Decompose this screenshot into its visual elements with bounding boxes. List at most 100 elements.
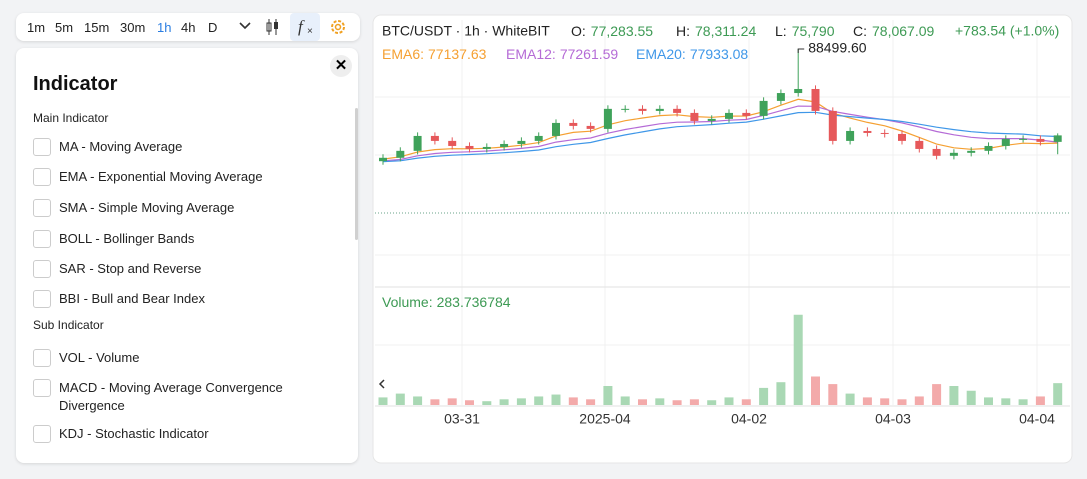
indicator-panel: Indicator ✕ Main Indicator MA - Moving Av…: [16, 48, 358, 463]
interval[interactable]: D: [208, 20, 218, 35]
interval[interactable]: 15m: [84, 20, 110, 35]
ohlc-value: 75,790: [792, 23, 835, 39]
volume-bar: [499, 399, 509, 405]
volume-bar: [793, 314, 803, 405]
indicator-option[interactable]: BOLL - Bollinger Bands: [33, 230, 349, 248]
interval[interactable]: 4h: [181, 20, 196, 35]
settings[interactable]: [328, 17, 348, 40]
candle-body: [742, 112, 751, 116]
close-button[interactable]: ✕: [330, 55, 352, 77]
ohlc-header: O: 77,283.55 H: 78,311.24 L: 75,790 C: 78,067.0…: [571, 23, 934, 39]
volume-bar: [811, 376, 820, 405]
candle-body: [880, 132, 889, 134]
x-tick-label: 2025-04: [579, 411, 631, 427]
checkbox[interactable]: [33, 230, 51, 248]
scroll-left[interactable]: [378, 379, 385, 389]
indicator-option[interactable]: KDJ - Stochastic Indicator: [33, 425, 349, 443]
ohlc-label: H:: [676, 23, 690, 39]
candle-body: [863, 130, 872, 133]
volume-bar: [551, 394, 561, 405]
volume-bar: [482, 401, 492, 405]
indicator-option[interactable]: BBI - Bull and Bear Index: [33, 290, 349, 308]
section-heading: Sub Indicator: [33, 318, 104, 332]
candle-body: [707, 118, 716, 121]
max-label: 88499.60: [808, 40, 867, 56]
legend-value: 77261.59: [560, 46, 619, 62]
chart-title: BTC/USDT · 1h · WhiteBIT: [382, 23, 550, 39]
volume-bar: [516, 398, 526, 405]
volume-bar: [447, 398, 457, 405]
candle-body: [655, 108, 664, 111]
candle-body: [846, 130, 855, 141]
legend-value: 283.736784: [437, 294, 511, 310]
volume-bar: [672, 400, 682, 405]
legend-value: 77137.63: [428, 46, 487, 62]
x-tick-label: 04-02: [731, 411, 767, 427]
volume-bar: [395, 393, 405, 405]
volume-bar: [776, 382, 786, 405]
checkbox[interactable]: [33, 349, 51, 367]
volume-bar: [689, 399, 699, 405]
indicator-button[interactable]: f ×: [290, 13, 320, 41]
option-label: EMA - Exponential Moving Average: [59, 169, 263, 184]
indicator-option[interactable]: MACD - Moving Average Convergence Diverg…: [33, 379, 349, 415]
interval[interactable]: 30m: [120, 20, 146, 35]
indicator-option[interactable]: EMA - Exponential Moving Average: [33, 168, 349, 186]
ohlc-value: 77,283.55: [591, 23, 653, 39]
candle-body: [621, 108, 630, 110]
interval[interactable]: 5m: [55, 20, 74, 35]
candle-body: [603, 108, 612, 129]
volume-bar: [984, 397, 993, 405]
candle-type[interactable]: [265, 17, 281, 40]
volume-bar: [966, 390, 976, 405]
x-tick-label: 03-31: [444, 411, 480, 427]
interval[interactable]: 1h: [157, 20, 172, 35]
candle-body: [759, 100, 768, 116]
more-intervals[interactable]: [238, 17, 252, 38]
indicator-option[interactable]: VOL - Volume: [33, 349, 349, 367]
candle-body: [413, 135, 422, 151]
checkbox[interactable]: [33, 379, 51, 397]
candle-body: [552, 122, 560, 136]
interval[interactable]: 1m: [27, 20, 46, 35]
scrollbar[interactable]: [355, 108, 358, 240]
volume-bar: [845, 393, 855, 405]
ema-line: [382, 111, 1058, 163]
checkbox[interactable]: [33, 290, 51, 308]
indicator-option[interactable]: MA - Moving Average: [33, 138, 349, 156]
candle-body: [915, 140, 924, 149]
ohlc-label: C:: [853, 23, 867, 39]
option-label: BOLL - Bollinger Bands: [59, 231, 195, 246]
indicator-option[interactable]: SMA - Simple Moving Average: [33, 199, 349, 217]
candle-body: [984, 145, 993, 151]
volume-bar: [413, 396, 423, 405]
candle-body: [430, 135, 439, 141]
checkbox[interactable]: [33, 138, 51, 156]
option-label: SAR - Stop and Reverse: [59, 261, 202, 276]
svg-text:×: ×: [307, 26, 313, 37]
volume-bar: [914, 396, 924, 405]
candle-body: [949, 152, 958, 156]
volume-bar: [378, 397, 388, 405]
candle-body: [673, 108, 682, 113]
candle-body: [725, 112, 733, 119]
candle-body: [898, 133, 906, 141]
candle-body: [776, 93, 785, 101]
candle-body: [465, 145, 474, 149]
checkbox[interactable]: [33, 199, 51, 217]
option-label: MA - Moving Average: [59, 139, 183, 154]
volume-bar: [759, 387, 769, 405]
ema-line: [382, 98, 1058, 160]
volume-bar: [586, 399, 596, 405]
option-label: BBI - Bull and Bear Index: [59, 291, 205, 306]
option-label: MACD - Moving Average Convergence Diverg…: [59, 380, 283, 413]
checkbox[interactable]: [33, 260, 51, 278]
volume-bar: [430, 399, 440, 405]
indicator-option[interactable]: SAR - Stop and Reverse: [33, 260, 349, 278]
checkbox[interactable]: [33, 425, 51, 443]
volume-bar: [949, 386, 959, 405]
checkbox[interactable]: [33, 168, 51, 186]
legend-name: EMA20:: [636, 46, 686, 62]
